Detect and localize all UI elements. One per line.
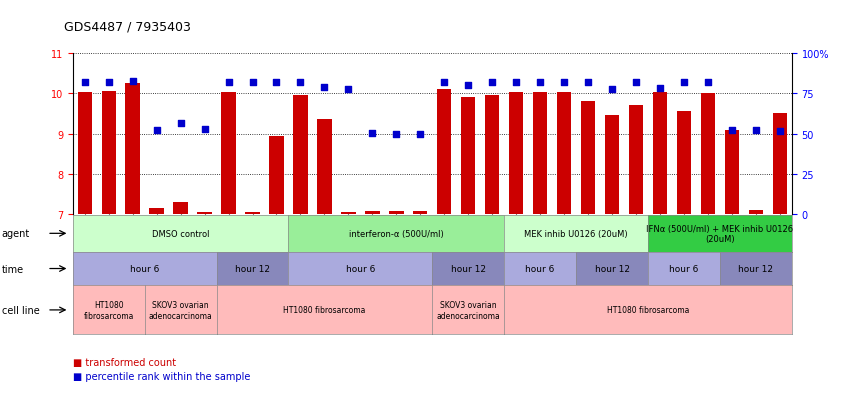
Bar — [749, 211, 763, 215]
Point — [533, 79, 547, 86]
Point — [461, 83, 475, 89]
Point — [78, 80, 92, 86]
Bar — [366, 211, 379, 215]
Bar — [389, 211, 403, 215]
Point — [174, 121, 187, 128]
Bar — [725, 130, 739, 215]
Text: HT1080 fibrosarcoma: HT1080 fibrosarcoma — [283, 306, 366, 315]
Point — [749, 127, 763, 134]
Point — [773, 128, 787, 135]
Text: SKOV3 ovarian
adenocarcinoma: SKOV3 ovarian adenocarcinoma — [437, 301, 500, 320]
Text: hour 6: hour 6 — [130, 264, 159, 273]
Bar — [701, 94, 715, 215]
Bar — [413, 211, 427, 215]
Point — [126, 78, 140, 85]
Point — [485, 79, 499, 86]
Point — [509, 79, 523, 86]
Point — [653, 86, 667, 93]
Text: interferon-α (500U/ml): interferon-α (500U/ml) — [349, 229, 443, 238]
Text: ■ percentile rank within the sample: ■ percentile rank within the sample — [73, 371, 250, 381]
Point — [701, 79, 715, 86]
Point — [389, 131, 403, 138]
Bar — [246, 213, 259, 215]
Point — [629, 79, 643, 86]
Text: MEK inhib U0126 (20uM): MEK inhib U0126 (20uM) — [524, 229, 628, 238]
Bar — [222, 93, 235, 215]
Bar — [605, 116, 619, 215]
Bar — [150, 209, 163, 215]
Point — [342, 87, 355, 93]
Text: GDS4487 / 7935403: GDS4487 / 7935403 — [64, 20, 191, 33]
Text: time: time — [2, 264, 24, 274]
Point — [270, 79, 283, 86]
Bar — [629, 106, 643, 215]
Point — [366, 130, 379, 137]
Bar — [557, 93, 571, 215]
Text: agent: agent — [2, 229, 30, 239]
Point — [581, 79, 595, 86]
Point — [605, 87, 619, 93]
Text: IFNα (500U/ml) + MEK inhib U0126
(20uM): IFNα (500U/ml) + MEK inhib U0126 (20uM) — [646, 224, 794, 243]
Bar — [126, 84, 140, 215]
Point — [150, 127, 163, 133]
Point — [725, 127, 739, 133]
Bar — [677, 112, 691, 215]
Bar — [653, 93, 667, 215]
Point — [318, 85, 331, 91]
Text: DMSO control: DMSO control — [152, 229, 210, 238]
Point — [413, 131, 427, 138]
Point — [198, 126, 211, 133]
Point — [102, 79, 116, 86]
Text: hour 12: hour 12 — [451, 264, 485, 273]
Text: HT1080 fibrosarcoma: HT1080 fibrosarcoma — [607, 306, 689, 315]
Point — [294, 79, 307, 86]
Bar — [581, 102, 595, 215]
Text: hour 6: hour 6 — [346, 264, 375, 273]
Bar — [485, 96, 499, 215]
Bar — [78, 93, 92, 215]
Text: SKOV3 ovarian
adenocarcinoma: SKOV3 ovarian adenocarcinoma — [149, 301, 212, 320]
Bar — [318, 120, 331, 215]
Bar — [533, 93, 547, 215]
Text: hour 12: hour 12 — [235, 264, 270, 273]
Bar — [294, 96, 307, 215]
Point — [222, 79, 235, 86]
Bar — [198, 213, 211, 215]
Text: hour 6: hour 6 — [526, 264, 555, 273]
Point — [557, 79, 571, 86]
Bar — [437, 90, 451, 215]
Bar — [342, 212, 355, 215]
Point — [246, 80, 259, 86]
Bar — [773, 114, 787, 215]
Bar — [174, 203, 187, 215]
Point — [677, 79, 691, 86]
Text: hour 12: hour 12 — [739, 264, 773, 273]
Text: cell line: cell line — [2, 305, 39, 315]
Point — [437, 79, 451, 86]
Bar — [461, 98, 475, 215]
Bar — [270, 136, 283, 215]
Bar — [509, 93, 523, 215]
Bar — [102, 92, 116, 215]
Text: ■ transformed count: ■ transformed count — [73, 358, 175, 368]
Text: HT1080
fibrosarcoma: HT1080 fibrosarcoma — [84, 301, 134, 320]
Text: hour 6: hour 6 — [669, 264, 698, 273]
Text: hour 12: hour 12 — [595, 264, 629, 273]
